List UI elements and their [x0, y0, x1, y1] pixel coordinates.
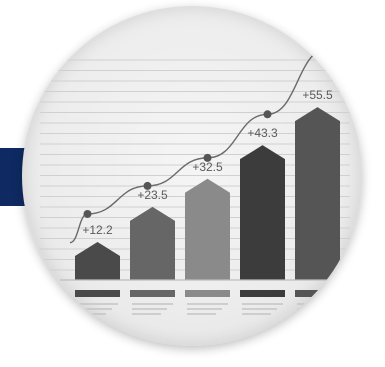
- bar-3: [185, 178, 230, 280]
- category-tag-2: [130, 290, 175, 297]
- trend-point-4: [263, 110, 272, 119]
- trend-point-1: [83, 209, 92, 218]
- category-tag-3: [185, 290, 230, 297]
- trend-point-2: [143, 181, 152, 190]
- category-labels: [75, 290, 340, 315]
- bars: [60, 107, 352, 281]
- value-label-1: +12.2: [82, 223, 113, 237]
- trend-point-3: [203, 153, 212, 162]
- value-label-5: +55.5: [302, 88, 333, 102]
- trend-point-5: [323, 44, 332, 53]
- value-label-3: +32.5: [192, 160, 223, 174]
- bar-2: [130, 206, 175, 280]
- bar-4: [240, 145, 285, 280]
- category-tag-4: [240, 290, 285, 297]
- category-tag-1: [75, 290, 120, 297]
- bar-5: [295, 107, 340, 281]
- value-label-2: +23.5: [137, 188, 168, 202]
- bar-1: [75, 242, 120, 280]
- value-labels: +12.2 +23.5 +32.5 +43.3 +55.5: [82, 88, 333, 237]
- value-label-4: +43.3: [247, 126, 278, 140]
- category-tag-5: [295, 290, 340, 297]
